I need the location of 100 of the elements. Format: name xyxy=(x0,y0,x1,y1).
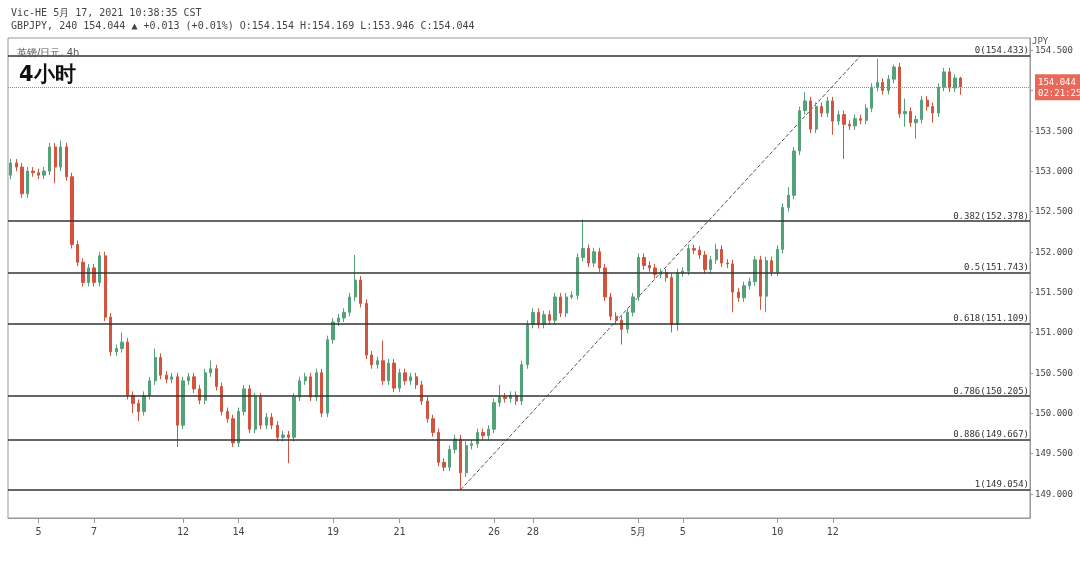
ref-line-label: 0.618(151.109) xyxy=(953,313,1029,324)
candlestick xyxy=(359,275,362,308)
candlestick xyxy=(598,247,601,273)
x-tick-label: 26 xyxy=(487,525,501,537)
candlestick xyxy=(459,434,462,490)
candlestick xyxy=(615,311,618,325)
y-tick-label: 150.500 xyxy=(1035,367,1073,378)
candlestick xyxy=(603,263,607,302)
candlestick xyxy=(959,76,962,96)
candlestick xyxy=(437,427,440,467)
candlestick xyxy=(676,268,679,332)
x-tick-label: 21 xyxy=(393,525,406,537)
ref-line-label: 154.044 02:21:25 xyxy=(1038,76,1080,98)
candlestick xyxy=(815,102,818,134)
candlestick xyxy=(170,372,173,384)
candlestick xyxy=(415,372,418,390)
candlestick xyxy=(281,430,285,442)
candlestick xyxy=(426,396,429,424)
candlestick xyxy=(31,166,35,178)
y-tick-label: 151.000 xyxy=(1035,327,1073,338)
candlestick xyxy=(15,158,18,172)
candlestick xyxy=(381,340,385,386)
candlestick xyxy=(137,398,140,422)
text: 英镑/日元, 4h xyxy=(17,46,80,58)
y-tick-label: 154.500 xyxy=(1035,45,1073,56)
candlestick xyxy=(903,98,907,128)
ref-line-label: 0.5(151.743) xyxy=(963,262,1029,273)
x-tick-label: 14 xyxy=(232,525,245,537)
candlestick xyxy=(892,64,896,84)
ref-line-label: 0.786(150.205) xyxy=(953,385,1029,396)
y-tick-label: 150.000 xyxy=(1035,408,1073,419)
candlestick xyxy=(559,292,562,318)
candlestick xyxy=(376,356,379,370)
candlestick xyxy=(870,82,873,113)
candlestick xyxy=(370,350,373,370)
candlestick xyxy=(592,247,596,268)
candlestick xyxy=(687,244,690,276)
candlestick xyxy=(909,106,912,128)
candlestick xyxy=(765,256,768,313)
ref-line-label: 0.382(152.378) xyxy=(953,210,1029,221)
candlestick xyxy=(803,91,807,116)
x-tick-label: 19 xyxy=(326,525,339,537)
candlestick xyxy=(298,376,301,402)
candlestick xyxy=(498,384,501,408)
candlestick xyxy=(176,372,179,448)
candlestick xyxy=(920,95,923,125)
candlestick xyxy=(537,307,540,329)
candlestick xyxy=(215,364,218,392)
candlestick xyxy=(881,77,884,95)
candlestick xyxy=(931,102,934,124)
candlestick xyxy=(242,384,246,417)
candlestick xyxy=(531,307,535,329)
candlestick xyxy=(154,348,157,386)
candlestick xyxy=(709,255,712,275)
candlestick xyxy=(798,106,801,156)
candlestick xyxy=(292,392,296,442)
text: 4小时 xyxy=(19,61,76,86)
y-axis-title: JPY xyxy=(1032,36,1049,47)
candlestick xyxy=(587,244,590,268)
candlestick xyxy=(237,406,240,448)
x-tick-label: 5月 xyxy=(630,525,647,537)
candlestick xyxy=(126,337,129,400)
candlestick xyxy=(642,252,646,271)
candlestick xyxy=(331,317,335,345)
candlestick xyxy=(220,381,223,417)
text: Vic-HE 5月 17, 2021 10:38:35 CST xyxy=(11,6,202,18)
candlestick xyxy=(831,96,834,136)
candlestick xyxy=(315,368,318,402)
x-tick-label: 12 xyxy=(176,525,189,537)
candlestick xyxy=(287,430,290,464)
candlestick xyxy=(342,307,346,323)
candlestick xyxy=(304,372,307,386)
candlestick xyxy=(420,380,423,406)
candlestick xyxy=(254,392,257,434)
y-tick-label: 153.500 xyxy=(1035,125,1073,136)
candlestick xyxy=(276,420,279,442)
candlestick xyxy=(442,457,446,472)
candlestick xyxy=(26,166,29,199)
candlestick xyxy=(403,368,407,386)
x-tick-label: 10 xyxy=(771,525,784,537)
candlestick xyxy=(820,102,823,118)
candlestick xyxy=(9,158,12,180)
candlestick xyxy=(320,368,323,418)
candlestick xyxy=(348,292,351,317)
ref-line-label: 0.886(149.667) xyxy=(953,429,1029,440)
candlestick xyxy=(109,312,112,357)
candlestick xyxy=(187,372,190,386)
candlestick xyxy=(948,67,951,93)
candlestick xyxy=(37,168,40,180)
candlestick xyxy=(876,58,879,92)
candlestick xyxy=(548,310,551,325)
candlestick xyxy=(670,273,673,333)
candlestick xyxy=(309,372,312,402)
candlestick xyxy=(492,398,496,434)
y-tick-label: 153.000 xyxy=(1035,166,1073,177)
candlestick xyxy=(365,298,368,360)
candlestick xyxy=(720,244,723,268)
candlestick xyxy=(265,412,268,430)
y-tick-label: 149.000 xyxy=(1035,488,1073,499)
candlestick xyxy=(76,239,79,267)
